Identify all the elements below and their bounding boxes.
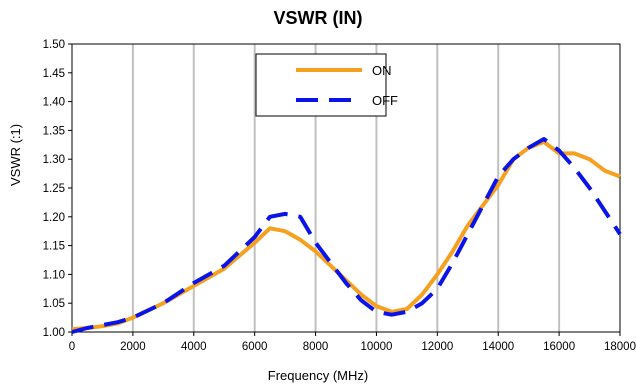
x-tick-label: 2000 — [120, 341, 146, 353]
x-tick-label: 10000 — [360, 341, 392, 353]
y-tick-label: 1.35 — [43, 125, 65, 137]
chart-title: VSWR (IN) — [273, 8, 363, 28]
y-tick-label: 1.40 — [43, 97, 65, 109]
x-axis-label: Frequency (MHz) — [267, 368, 369, 383]
x-tick-label: 8000 — [303, 341, 329, 353]
ticks-layer: 0 2000 4000 6000 8000 10000 12000 14000 16000 180… — [43, 39, 636, 353]
y-tick-label: 1.10 — [43, 269, 65, 281]
x-tick-label: 14000 — [482, 341, 514, 353]
x-tick-label: 6000 — [242, 341, 268, 353]
y-tick-label: 1.15 — [43, 241, 65, 253]
legend-label-off: OFF — [372, 93, 398, 108]
x-tick-label: 16000 — [543, 341, 575, 353]
legend-box — [255, 53, 387, 117]
series-layer — [71, 137, 622, 334]
y-tick-label: 1.30 — [43, 154, 65, 166]
y-tick-label: 1.45 — [43, 68, 65, 80]
x-tick-label: 18000 — [604, 341, 636, 353]
x-tick-label: 4000 — [181, 341, 207, 353]
y-tick-label: 1.00 — [43, 327, 65, 339]
series-line-on — [71, 139, 621, 332]
y-tick-label: 1.50 — [43, 39, 65, 51]
y-tick-label: 1.25 — [43, 183, 65, 195]
series-line-off — [71, 137, 622, 334]
x-tick-label: 12000 — [421, 341, 453, 353]
x-tick-label: 0 — [69, 341, 75, 353]
y-tick-label: 1.20 — [43, 212, 65, 224]
legend: ON OFF — [255, 53, 398, 117]
legend-label-on: ON — [372, 63, 392, 78]
y-tick-label: 1.05 — [43, 298, 65, 310]
